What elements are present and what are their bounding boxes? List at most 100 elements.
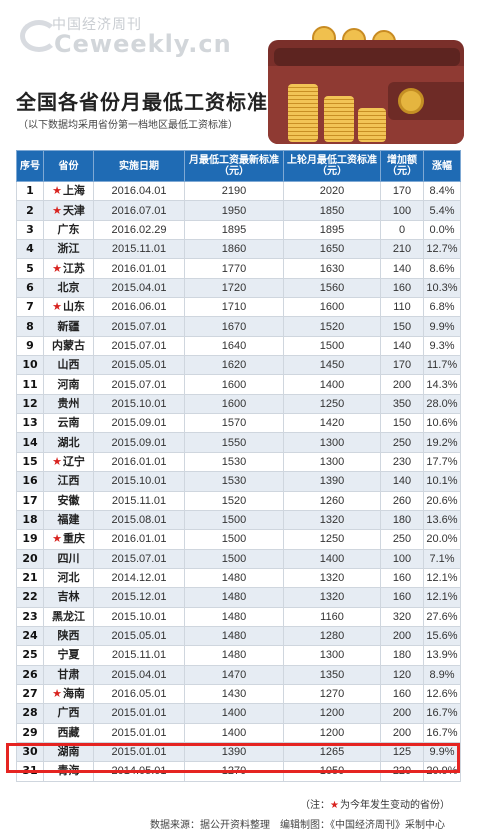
cell-province: ★海南 [43, 683, 94, 705]
cell-text: 1530 [221, 455, 247, 468]
cell-text: 2020 [319, 185, 345, 198]
cell-text: 5.4% [429, 204, 455, 217]
cell-province: ★天津 [43, 200, 94, 221]
cell-min-wage: 1620 [184, 355, 284, 376]
cell-text: 28.0% [426, 397, 458, 410]
cell-province: 青海 [43, 761, 94, 782]
table-row: 6 北京 2015.04.01 1720 1560 160 10.3% [16, 277, 461, 299]
table-row: 28 广西 2015.01.01 1400 1200 200 16.7% [16, 703, 461, 724]
cell-rate: 12.6% [423, 683, 461, 705]
cell-text: 22 [22, 590, 38, 604]
cell-min-wage: 1600 [184, 374, 284, 395]
cell-increase: 180 [380, 645, 424, 666]
table-row: 18 福建 2015.08.01 1500 1320 180 13.6% [16, 509, 461, 531]
cell-text: 2015.05.01 [111, 630, 167, 643]
cell-text: 内蒙古 [52, 338, 85, 352]
cell-text: 1520 [319, 320, 345, 333]
cell-text: 西藏 [57, 725, 80, 739]
table-row: 4 浙江 2015.11.01 1860 1650 210 12.7% [16, 239, 461, 260]
cell-text: 2015.07.01 [111, 339, 167, 352]
cell-text: 30 [22, 745, 38, 759]
cell-text: 河北 [57, 571, 80, 585]
cell-text: 宁夏 [57, 648, 80, 662]
cell-text: 1420 [319, 417, 345, 430]
cell-text: 9 [26, 338, 34, 352]
cell-prev-wage: 1400 [283, 374, 381, 395]
cell-text: 海南 [62, 687, 85, 701]
cell-prev-wage: 1200 [283, 722, 381, 743]
cell-text: 200 [392, 707, 412, 720]
cell-text: 200 [392, 378, 412, 391]
table-row: 7 ★山东 2016.06.01 1710 1600 110 6.8% [16, 297, 461, 318]
cell-text: 1470 [221, 668, 247, 681]
table-row: 1 ★上海 2016.04.01 2190 2020 170 8.4% [16, 180, 461, 202]
cell-text: 14.3% [426, 378, 458, 391]
cell-text: 1160 [320, 610, 344, 623]
cell-text: 26 [22, 667, 38, 681]
cell-text: 上海 [62, 184, 85, 198]
cell-province: ★山东 [43, 297, 94, 318]
cell-text: 12 [22, 396, 38, 410]
cell-text: 1300 [319, 455, 345, 468]
cell-text: 1480 [221, 649, 247, 662]
cell-prev-wage: 1320 [283, 587, 381, 608]
cell-seq: 20 [16, 548, 44, 569]
cell-min-wage: 1570 [184, 413, 284, 434]
cell-text: 北京 [57, 280, 80, 294]
cell-province: 广西 [43, 703, 94, 724]
cell-text: 1250 [319, 397, 345, 410]
cell-text: 2015.11.01 [111, 649, 167, 662]
cell-increase: 160 [380, 567, 424, 589]
cell-min-wage: 1530 [184, 471, 284, 492]
cell-rate: 10.1% [423, 471, 461, 492]
header-rate: 涨幅 [423, 150, 461, 182]
cell-text: 1300 [319, 436, 345, 449]
table-row: 13 云南 2015.09.01 1570 1420 150 10.6% [16, 413, 461, 434]
cell-text: 15.6% [426, 630, 458, 643]
cell-date: 2016.06.01 [93, 297, 185, 318]
cell-province: 河北 [43, 567, 94, 589]
logo-english-text: Ceweekly.cn [54, 30, 232, 58]
cell-text: 1390 [221, 746, 247, 759]
cell-text: 23 [22, 609, 38, 623]
cell-text: 1480 [221, 591, 247, 604]
cell-date: 2016.04.01 [93, 180, 185, 202]
cell-seq: 5 [16, 258, 44, 279]
cell-date: 2015.04.01 [93, 277, 185, 299]
cell-text: 13.9% [426, 649, 458, 662]
cell-text: 10 [22, 358, 38, 372]
logo-chinese-text: 中国经济周刊 [52, 17, 142, 33]
cell-text: 2 [26, 203, 34, 217]
cell-seq: 16 [16, 471, 44, 492]
cell-date: 2015.01.01 [93, 741, 185, 763]
cell-min-wage: 1500 [184, 529, 284, 550]
cell-seq: 31 [16, 761, 44, 782]
cell-prev-wage: 1260 [283, 490, 381, 511]
cell-min-wage: 1480 [184, 606, 284, 627]
table-row: 5 ★江苏 2016.01.01 1770 1630 140 8.6% [16, 258, 461, 279]
cell-seq: 13 [16, 413, 44, 434]
cell-prev-wage: 1400 [283, 548, 381, 569]
cell-text: 2015.10.01 [111, 397, 167, 410]
cell-text: 8 [26, 319, 34, 333]
cell-text: 甘肃 [57, 667, 80, 681]
cell-text: 湖南 [57, 745, 80, 759]
cell-increase: 140 [380, 471, 424, 492]
cell-min-wage: 1400 [184, 722, 284, 743]
cell-rate: 20.9% [423, 761, 461, 782]
table-header-row: 序号 省份 实施日期 月最低工资最新标准（元） 上轮月最低工资标准（元） 增加额… [16, 150, 461, 182]
cell-date: 2015.05.01 [93, 625, 185, 647]
cell-prev-wage: 1630 [283, 258, 381, 279]
cell-text: 27 [22, 687, 38, 701]
cell-seq: 7 [16, 297, 44, 318]
cell-text: 260 [392, 494, 412, 507]
cell-date: 2015.10.01 [93, 606, 185, 627]
cell-seq: 6 [16, 277, 44, 299]
cell-seq: 12 [16, 393, 44, 415]
cell-min-wage: 2190 [184, 180, 284, 202]
cell-text: 12.7% [426, 243, 458, 256]
cell-text: 1270 [319, 688, 345, 701]
cell-prev-wage: 1500 [283, 335, 381, 357]
cell-seq: 30 [16, 741, 44, 763]
wallet-coins-illustration [268, 26, 464, 144]
